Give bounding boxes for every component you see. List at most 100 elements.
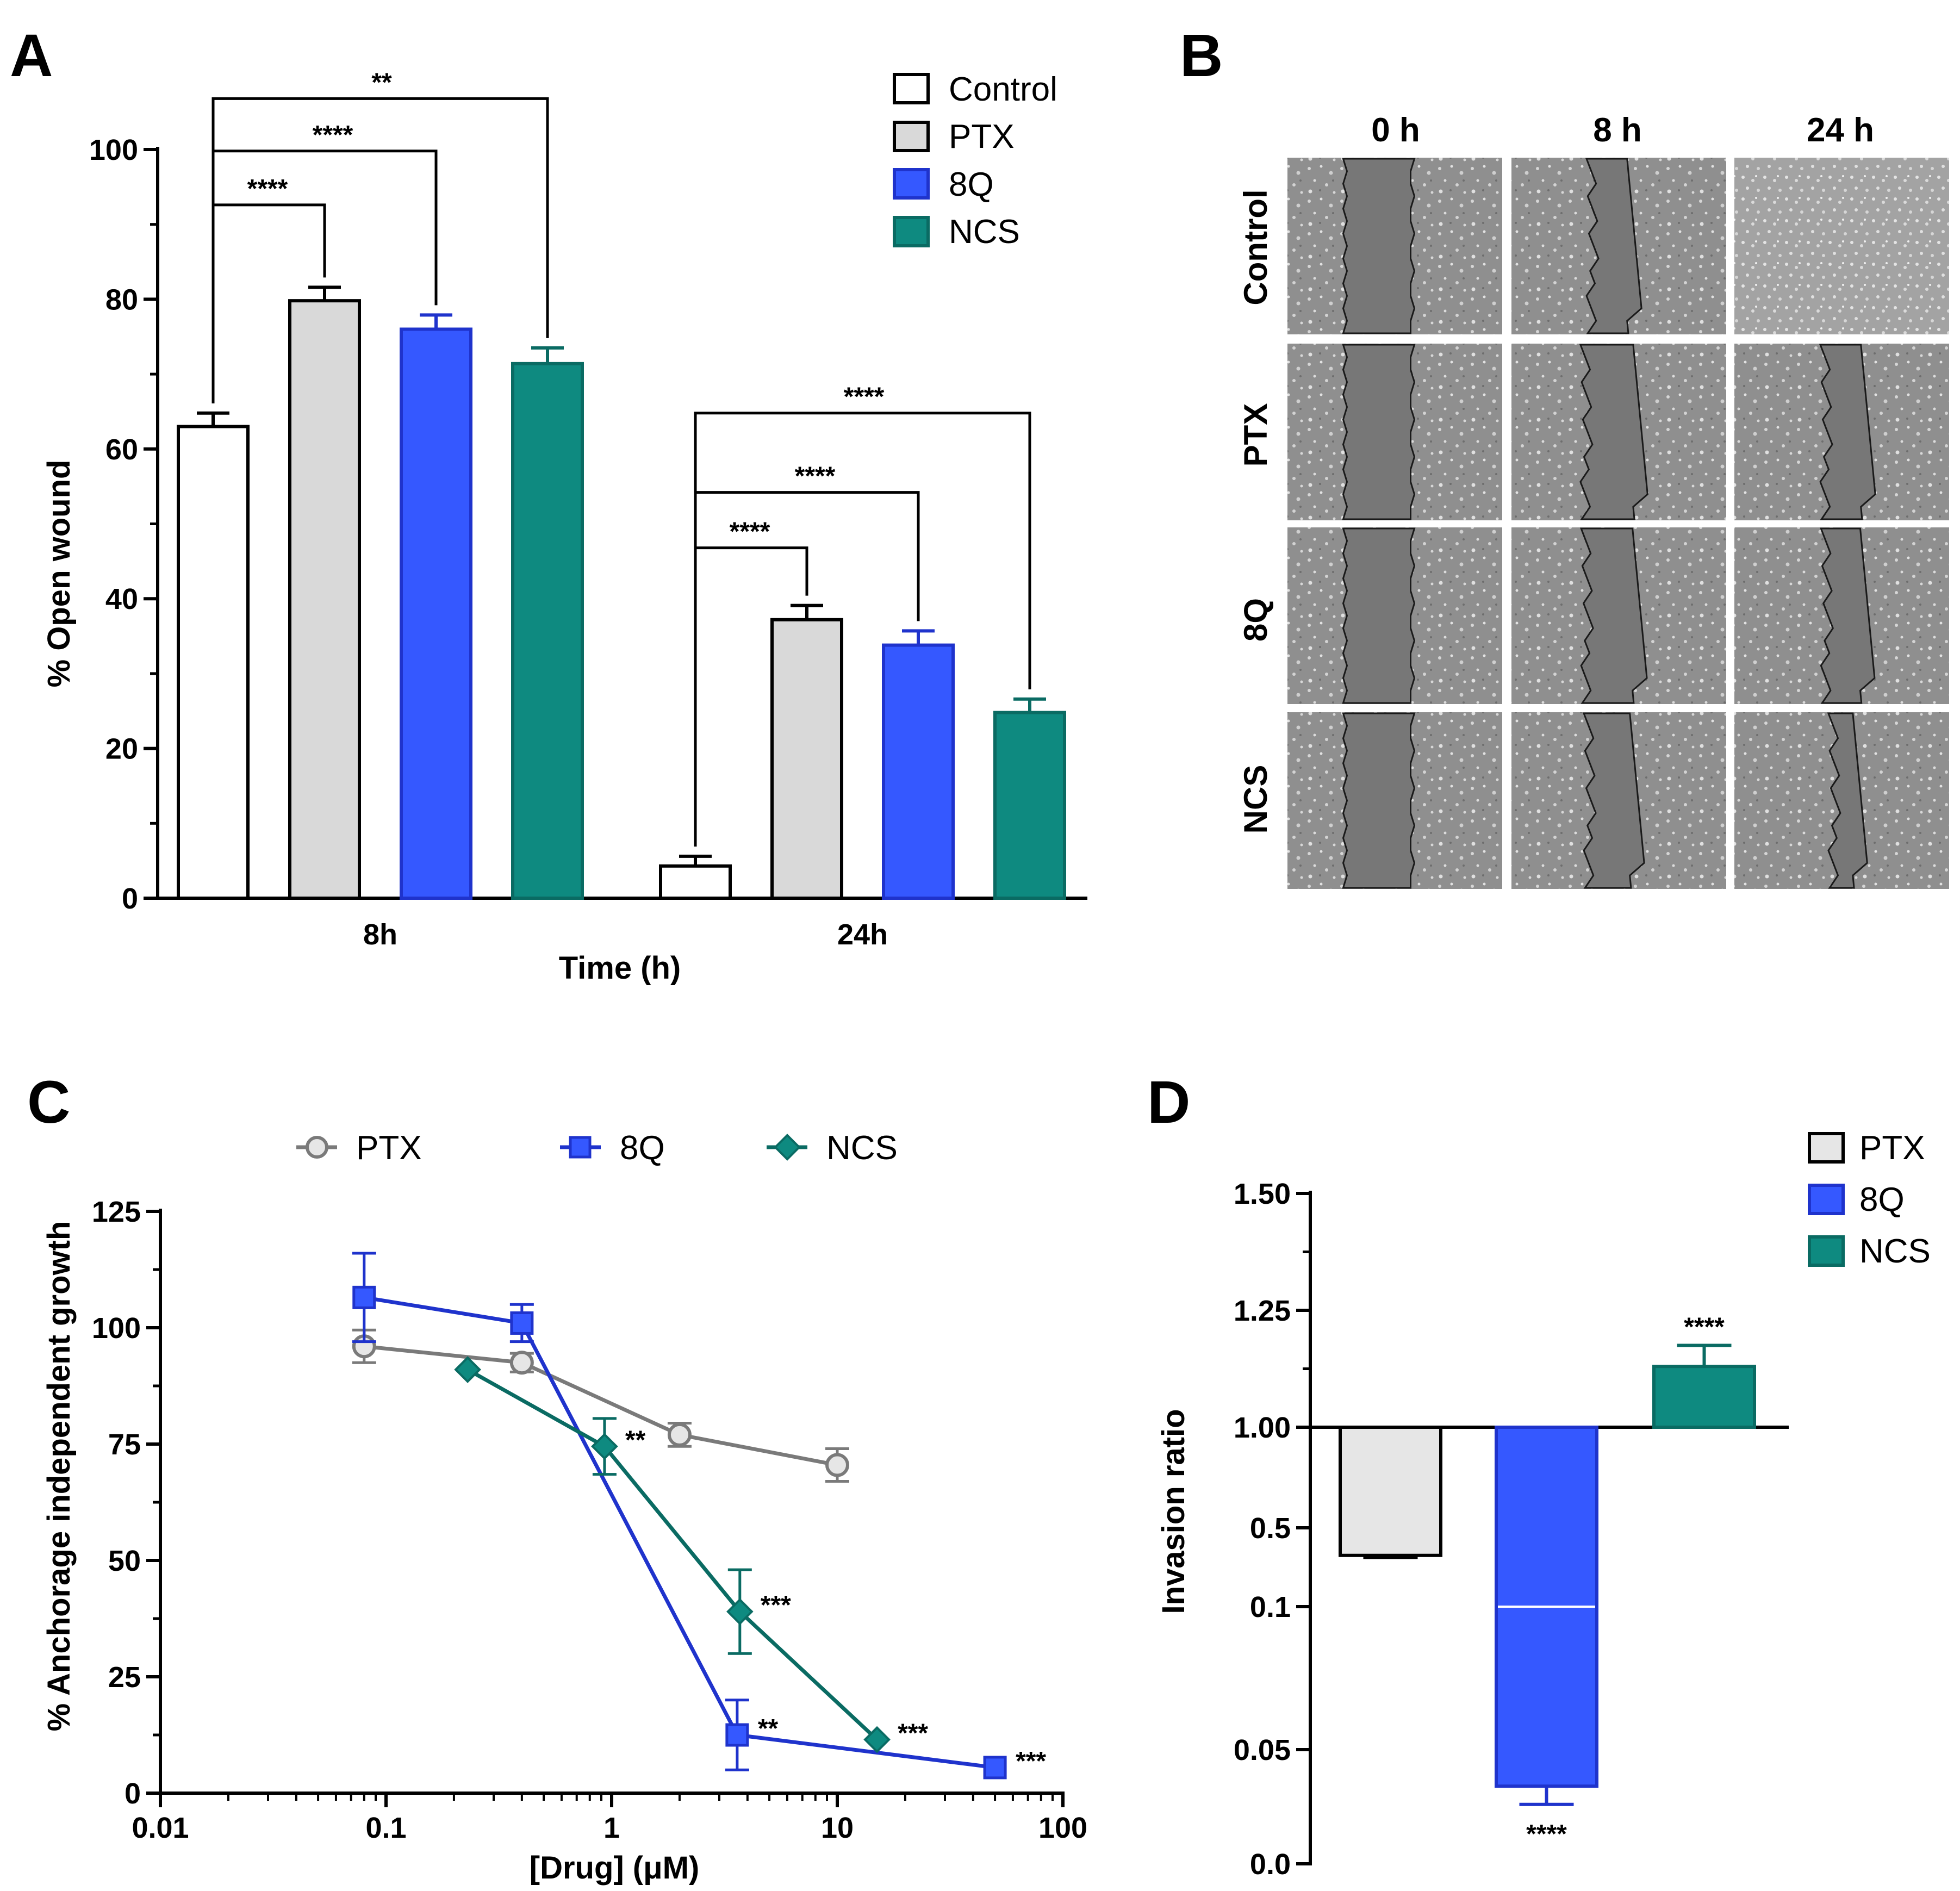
c-ytick-25: 25 <box>108 1661 141 1694</box>
panel-letter-c: C <box>27 1069 70 1136</box>
panel-d-bar-labels: **** **** <box>1526 1313 1725 1849</box>
b-wound-ncs-8h <box>1582 712 1645 889</box>
panel-c-y-ticks: 0 25 50 75 100 125 <box>92 1196 141 1810</box>
b-row-label-control: Control <box>1237 189 1274 305</box>
d-bar-ptx <box>1339 1426 1442 1557</box>
d-legend-label-ptx: PTX <box>1859 1129 1925 1167</box>
b-row-label-ncs: NCS <box>1237 765 1274 834</box>
b-row-label-ptx: PTX <box>1237 403 1274 467</box>
c-xtick-0.1: 0.1 <box>365 1812 406 1844</box>
panel-d-bars <box>1339 1343 1756 1806</box>
c-legend-marker-ncs <box>774 1134 801 1161</box>
a-bar-ncs-24h <box>993 711 1066 900</box>
panel-letter-a: A <box>10 22 53 89</box>
c-point-8q-4 <box>983 1756 1007 1780</box>
d-ytick-0.5: 0.5 <box>1250 1512 1291 1545</box>
c-xtick-10: 10 <box>821 1812 854 1844</box>
panel-letter-b: B <box>1180 22 1223 89</box>
b-wound-ptx-24h <box>1819 344 1876 520</box>
panel-b-tiles <box>1287 158 1949 889</box>
c-point-ncs-1 <box>454 1356 481 1383</box>
d-ytick-1.00: 1.00 <box>1234 1411 1291 1444</box>
a-bar-ptx-8h <box>288 299 361 900</box>
panel-a-bars <box>177 285 1066 900</box>
a-legend-swatch-8q <box>893 168 930 200</box>
b-wound-8q-8h <box>1579 527 1648 704</box>
a-category-8h: 8h <box>363 918 397 951</box>
panel-c-point-labels: ** *** ** *** *** <box>625 1426 1047 1776</box>
d-ytick-0.0: 0.0 <box>1250 1848 1291 1881</box>
panel-c-x-ticks: 0.01 0.1 1 10 100 <box>132 1812 1087 1844</box>
a-stars-8h-ncs: ** <box>371 68 392 97</box>
panel-d-chart: 0.0 0.05 0.1 0.5 1.00 1.25 1.50 Invasion… <box>1156 1129 1931 1881</box>
a-stars-24h-ncs: **** <box>844 383 885 412</box>
d-legend-swatch-ptx <box>1808 1132 1845 1164</box>
panel-a-legend: Control PTX 8Q NCS <box>893 71 1057 251</box>
c-ytick-125: 125 <box>92 1196 141 1228</box>
c-line-8q <box>364 1295 995 1770</box>
c-ytick-100: 100 <box>92 1312 141 1345</box>
a-ytick-20: 20 <box>105 733 138 766</box>
a-bar-8q-24h <box>882 643 955 900</box>
c-ytick-0: 0 <box>125 1777 141 1810</box>
a-ytick-60: 60 <box>105 433 138 466</box>
panel-b-image-grid: 0 h 8 h 24 h Control PTX 8Q NCS <box>1237 111 1949 889</box>
c-label-8q-4: *** <box>1016 1747 1046 1776</box>
c-line-ptx <box>364 1344 838 1467</box>
panel-a-y-ticks: 0 20 40 60 80 100 <box>89 134 138 915</box>
b-wound-ptx-8h <box>1579 344 1648 520</box>
a-stars-8h-ptx: **** <box>247 175 288 203</box>
d-ytick-0.1: 0.1 <box>1250 1591 1291 1623</box>
panel-c-series <box>352 1252 1007 1780</box>
c-legend-marker-8q <box>569 1136 592 1159</box>
c-point-ncs-4 <box>863 1726 891 1753</box>
panel-a-significance: **** **** ** **** **** **** <box>211 68 1031 847</box>
panel-c-chart: 0 25 50 75 100 125 0.01 0.1 1 10 100 [Dr… <box>41 1129 1087 1886</box>
b-wound-ptx-0h <box>1342 344 1416 520</box>
d-legend-label-ncs: NCS <box>1859 1233 1931 1270</box>
a-legend-swatch-ncs <box>893 216 930 247</box>
a-legend-label-8q: 8Q <box>949 166 994 203</box>
b-col-label-0h: 0 h <box>1371 111 1420 149</box>
c-legend-label-ncs: NCS <box>826 1129 898 1167</box>
b-col-label-8h: 8 h <box>1593 111 1642 149</box>
a-bracket-24h-ncs <box>694 412 1031 847</box>
a-legend-swatch-control <box>893 73 930 104</box>
a-bar-control-24h <box>659 864 732 900</box>
b-wound-8q-24h <box>1820 527 1876 704</box>
a-stars-8h-8q: **** <box>313 121 353 150</box>
panel-d-y-ticks: 0.0 0.05 0.1 0.5 1.00 1.25 1.50 <box>1234 1178 1291 1881</box>
a-y-axis-title: % Open wound <box>41 460 77 688</box>
d-ytick-0.05: 0.05 <box>1234 1734 1291 1766</box>
c-legend-marker-ptx <box>306 1136 328 1159</box>
c-point-ncs-2 <box>591 1433 618 1460</box>
a-legend-label-control: Control <box>949 71 1057 108</box>
d-label-ncs: **** <box>1684 1313 1725 1342</box>
c-xtick-1: 1 <box>603 1812 620 1844</box>
c-label-ncs-2: ** <box>625 1426 646 1454</box>
b-row-label-8q: 8Q <box>1237 598 1274 642</box>
d-y-axis-title: Invasion ratio <box>1156 1409 1191 1614</box>
c-y-axis-title: % Anchorage independent growth <box>41 1221 77 1732</box>
a-ytick-40: 40 <box>105 583 138 615</box>
a-category-24h: 24h <box>837 918 888 951</box>
a-legend-label-ptx: PTX <box>949 118 1015 155</box>
d-ytick-1.25: 1.25 <box>1234 1295 1291 1327</box>
c-line-ncs <box>466 1367 879 1741</box>
panel-a-chart: 0 20 40 60 80 100 8h 24h Time (h) % Open… <box>41 68 1087 986</box>
a-bar-ptx-24h <box>770 618 843 900</box>
panel-c-legend: PTX 8Q NCS <box>296 1129 898 1167</box>
c-point-8q-1 <box>352 1285 376 1309</box>
a-bar-8q-8h <box>400 327 472 900</box>
c-point-ptx-3 <box>667 1422 692 1447</box>
a-ytick-0: 0 <box>122 882 138 915</box>
a-legend-label-ncs: NCS <box>949 213 1020 251</box>
d-ytick-1.50: 1.50 <box>1234 1178 1291 1210</box>
c-legend-label-8q: 8Q <box>620 1129 665 1167</box>
d-bar-ncs <box>1652 1365 1756 1429</box>
c-label-ncs-3: *** <box>761 1591 791 1620</box>
b-wound-control-0h <box>1342 158 1416 334</box>
panel-letter-d: D <box>1147 1069 1190 1136</box>
d-label-8q: **** <box>1526 1820 1567 1849</box>
